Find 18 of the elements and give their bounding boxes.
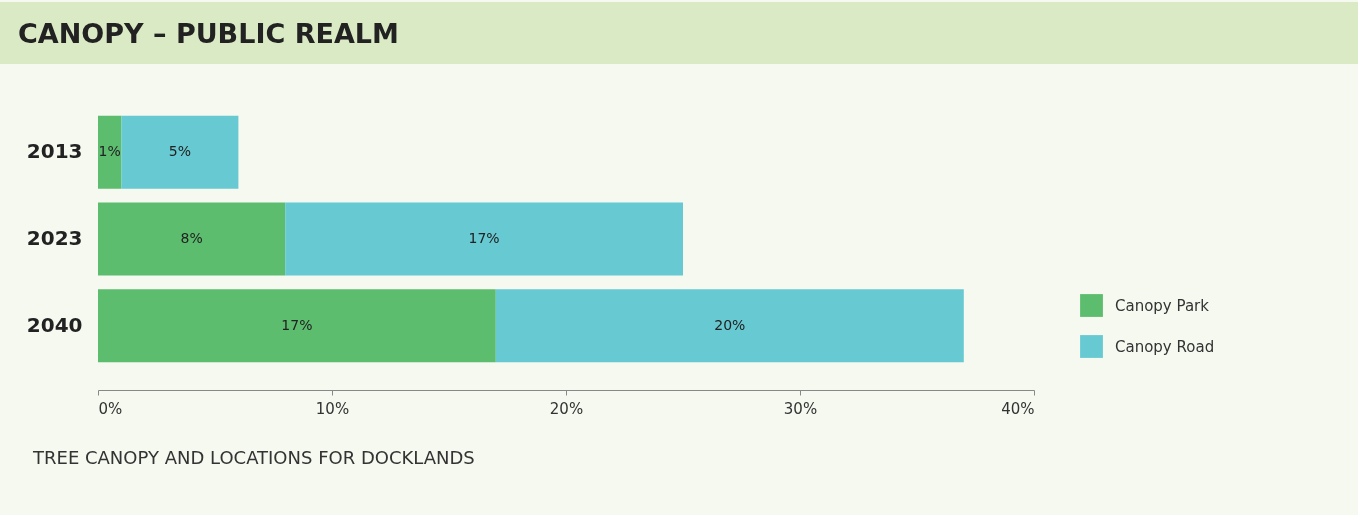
data-label: 5% [168, 143, 192, 160]
x-tick-label: 10% [315, 399, 350, 418]
legend-label: Canopy Park [1115, 296, 1210, 315]
data-label: 1% [98, 143, 121, 160]
x-tick-label: 30% [783, 399, 818, 418]
x-tick-label: 40% [1001, 399, 1035, 418]
data-label: 20% [714, 316, 746, 333]
y-tick-label: 2013 [26, 139, 83, 164]
chart-title: CANOPY – PUBLIC REALM [0, 2, 1358, 64]
data-label: 17% [468, 230, 500, 246]
data-label: 8% [180, 230, 203, 246]
x-tick-label: 0% [98, 399, 123, 418]
x-tick-label: 20% [549, 399, 584, 418]
y-tick-label: 2023 [26, 226, 83, 250]
text: TREE CANOPY AND LOCATIONS FOR DOCKLANDS [32, 447, 476, 468]
legend-label: Canopy Road [1115, 337, 1215, 356]
y-tick-label: 2040 [26, 312, 83, 337]
data-label: 17% [281, 316, 313, 333]
